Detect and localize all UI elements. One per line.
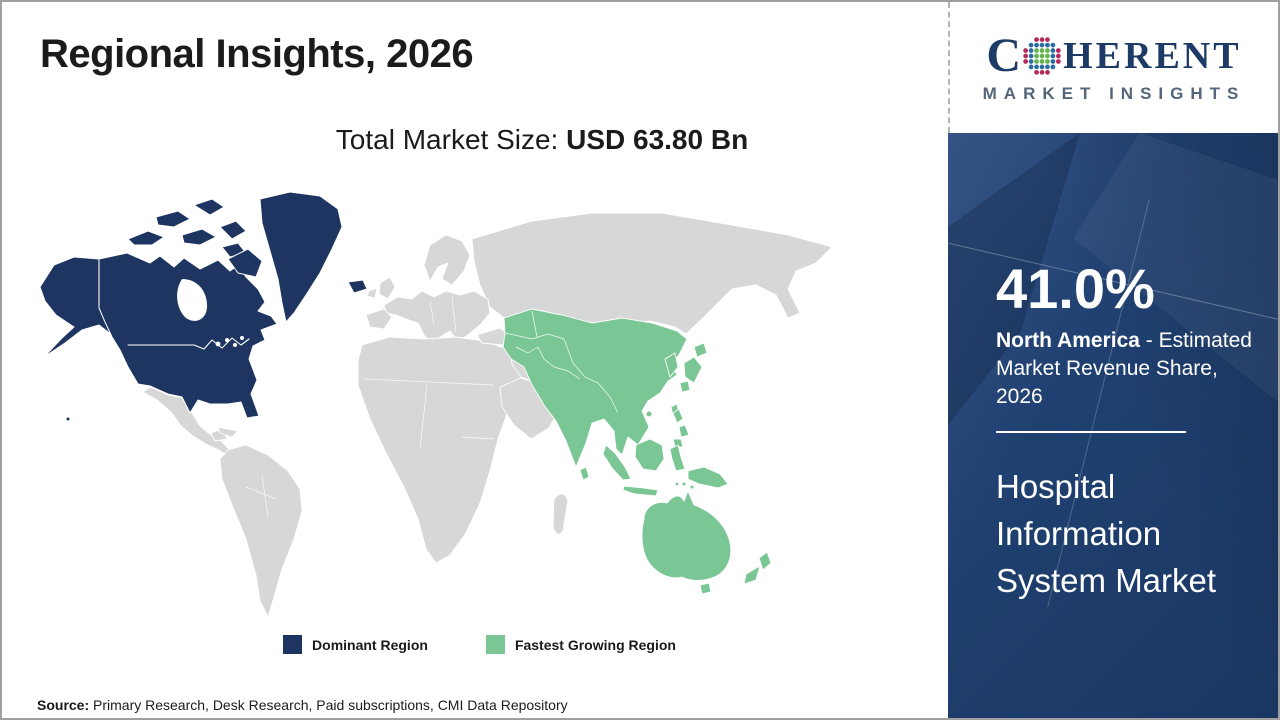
sidebar-panel: 41.0% North America - Estimated Market R… — [948, 133, 1278, 718]
market-share-desc-text: - Estimated Market Revenue Share, 2026 — [996, 329, 1252, 408]
total-market-size-value: USD 63.80 Bn — [566, 124, 749, 155]
coherent-logo: C — [986, 28, 1242, 82]
region-canada-usa — [98, 252, 278, 419]
logo-area: C — [948, 2, 1278, 133]
region-north-america — [39, 191, 368, 422]
region-arctic-island-5 — [219, 220, 247, 240]
country-borders-south-america — [245, 474, 277, 518]
market-share-region: North America — [996, 329, 1140, 352]
region-alaska — [39, 256, 125, 358]
region-java — [622, 485, 659, 497]
region-hainan — [645, 410, 653, 418]
region-sumatra — [602, 444, 632, 481]
source-text: Primary Research, Desk Research, Paid su… — [89, 697, 568, 713]
source-line: Source: Primary Research, Desk Research,… — [37, 697, 568, 713]
region-cuba — [217, 426, 239, 438]
hudson-bay — [177, 279, 208, 321]
region-tasmania — [699, 582, 712, 595]
region-ireland — [366, 287, 378, 299]
legend-item-dominant: Dominant Region — [283, 635, 428, 654]
map-legend: Dominant Region Fastest Growing Region — [52, 635, 907, 654]
region-scandinavia — [423, 234, 471, 286]
region-borneo — [634, 438, 665, 472]
region-hawaii — [65, 416, 71, 422]
dominant-region-label: Dominant Region — [312, 636, 428, 653]
region-philippines-2 — [678, 424, 690, 438]
region-japan-kyushu — [679, 380, 691, 393]
region-asia-pacific — [502, 308, 772, 595]
region-greenland — [259, 191, 343, 323]
region-british-isles — [378, 276, 396, 300]
dotted-globe-icon — [1023, 36, 1061, 75]
region-madagascar — [552, 493, 569, 535]
region-arctic-island-4 — [193, 198, 225, 216]
legend-item-fastest: Fastest Growing Region — [485, 635, 676, 654]
logo-subtitle: MARKET INSIGHTS — [982, 83, 1246, 103]
page-title: Regional Insights, 2026 — [40, 32, 474, 76]
market-name: Hospital Information System Market — [996, 468, 1217, 599]
region-korea — [664, 352, 679, 378]
region-iceland — [347, 279, 368, 294]
fastest-growing-region-swatch — [485, 635, 505, 654]
source-label: Source: — [37, 697, 90, 713]
region-new-zealand-south — [743, 565, 761, 585]
region-philippines-3 — [672, 438, 684, 448]
world-map — [32, 187, 912, 627]
region-sri-lanka — [579, 466, 590, 481]
market-share-value: 41.0% — [996, 257, 1155, 320]
country-borders-central-asia — [504, 310, 619, 414]
country-borders-europe — [429, 296, 457, 334]
region-south-america — [219, 444, 303, 618]
logo-wordmark: HERENT — [1063, 34, 1242, 77]
divider-rule — [996, 431, 1186, 433]
region-arctic-island-2 — [155, 210, 191, 228]
region-japan-hokkaido — [693, 342, 708, 358]
region-japan-honshu — [683, 356, 703, 384]
region-asia-mainland — [502, 308, 688, 468]
great-lakes — [215, 336, 244, 347]
region-lesser-sunda-islands — [674, 481, 695, 490]
country-borders-africa — [363, 378, 495, 450]
region-arctic-island-1 — [127, 230, 165, 246]
total-market-size-label: Total Market Size: — [335, 124, 567, 155]
market-share-description: North America - Estimated Market Revenue… — [996, 327, 1258, 411]
region-new-zealand-north — [758, 551, 772, 571]
world-map-svg — [39, 191, 833, 618]
region-africa — [357, 336, 543, 564]
region-iberia — [365, 308, 393, 330]
dominant-region-swatch — [283, 635, 303, 654]
region-arctic-island-3 — [181, 228, 217, 246]
region-europe — [383, 290, 491, 346]
right-column: C — [948, 2, 1278, 718]
region-australia — [641, 490, 732, 581]
stat-block: 41.0% North America - Estimated Market R… — [996, 261, 1258, 433]
region-new-guinea — [687, 466, 729, 489]
region-philippines-1 — [672, 408, 684, 424]
logo-letter-c: C — [986, 28, 1022, 82]
region-sulawesi — [669, 444, 686, 472]
region-baffin-island — [227, 248, 263, 278]
fastest-growing-region-label: Fastest Growing Region — [514, 636, 676, 653]
total-market-size: Total Market Size: USD 63.80 Bn — [142, 124, 942, 156]
